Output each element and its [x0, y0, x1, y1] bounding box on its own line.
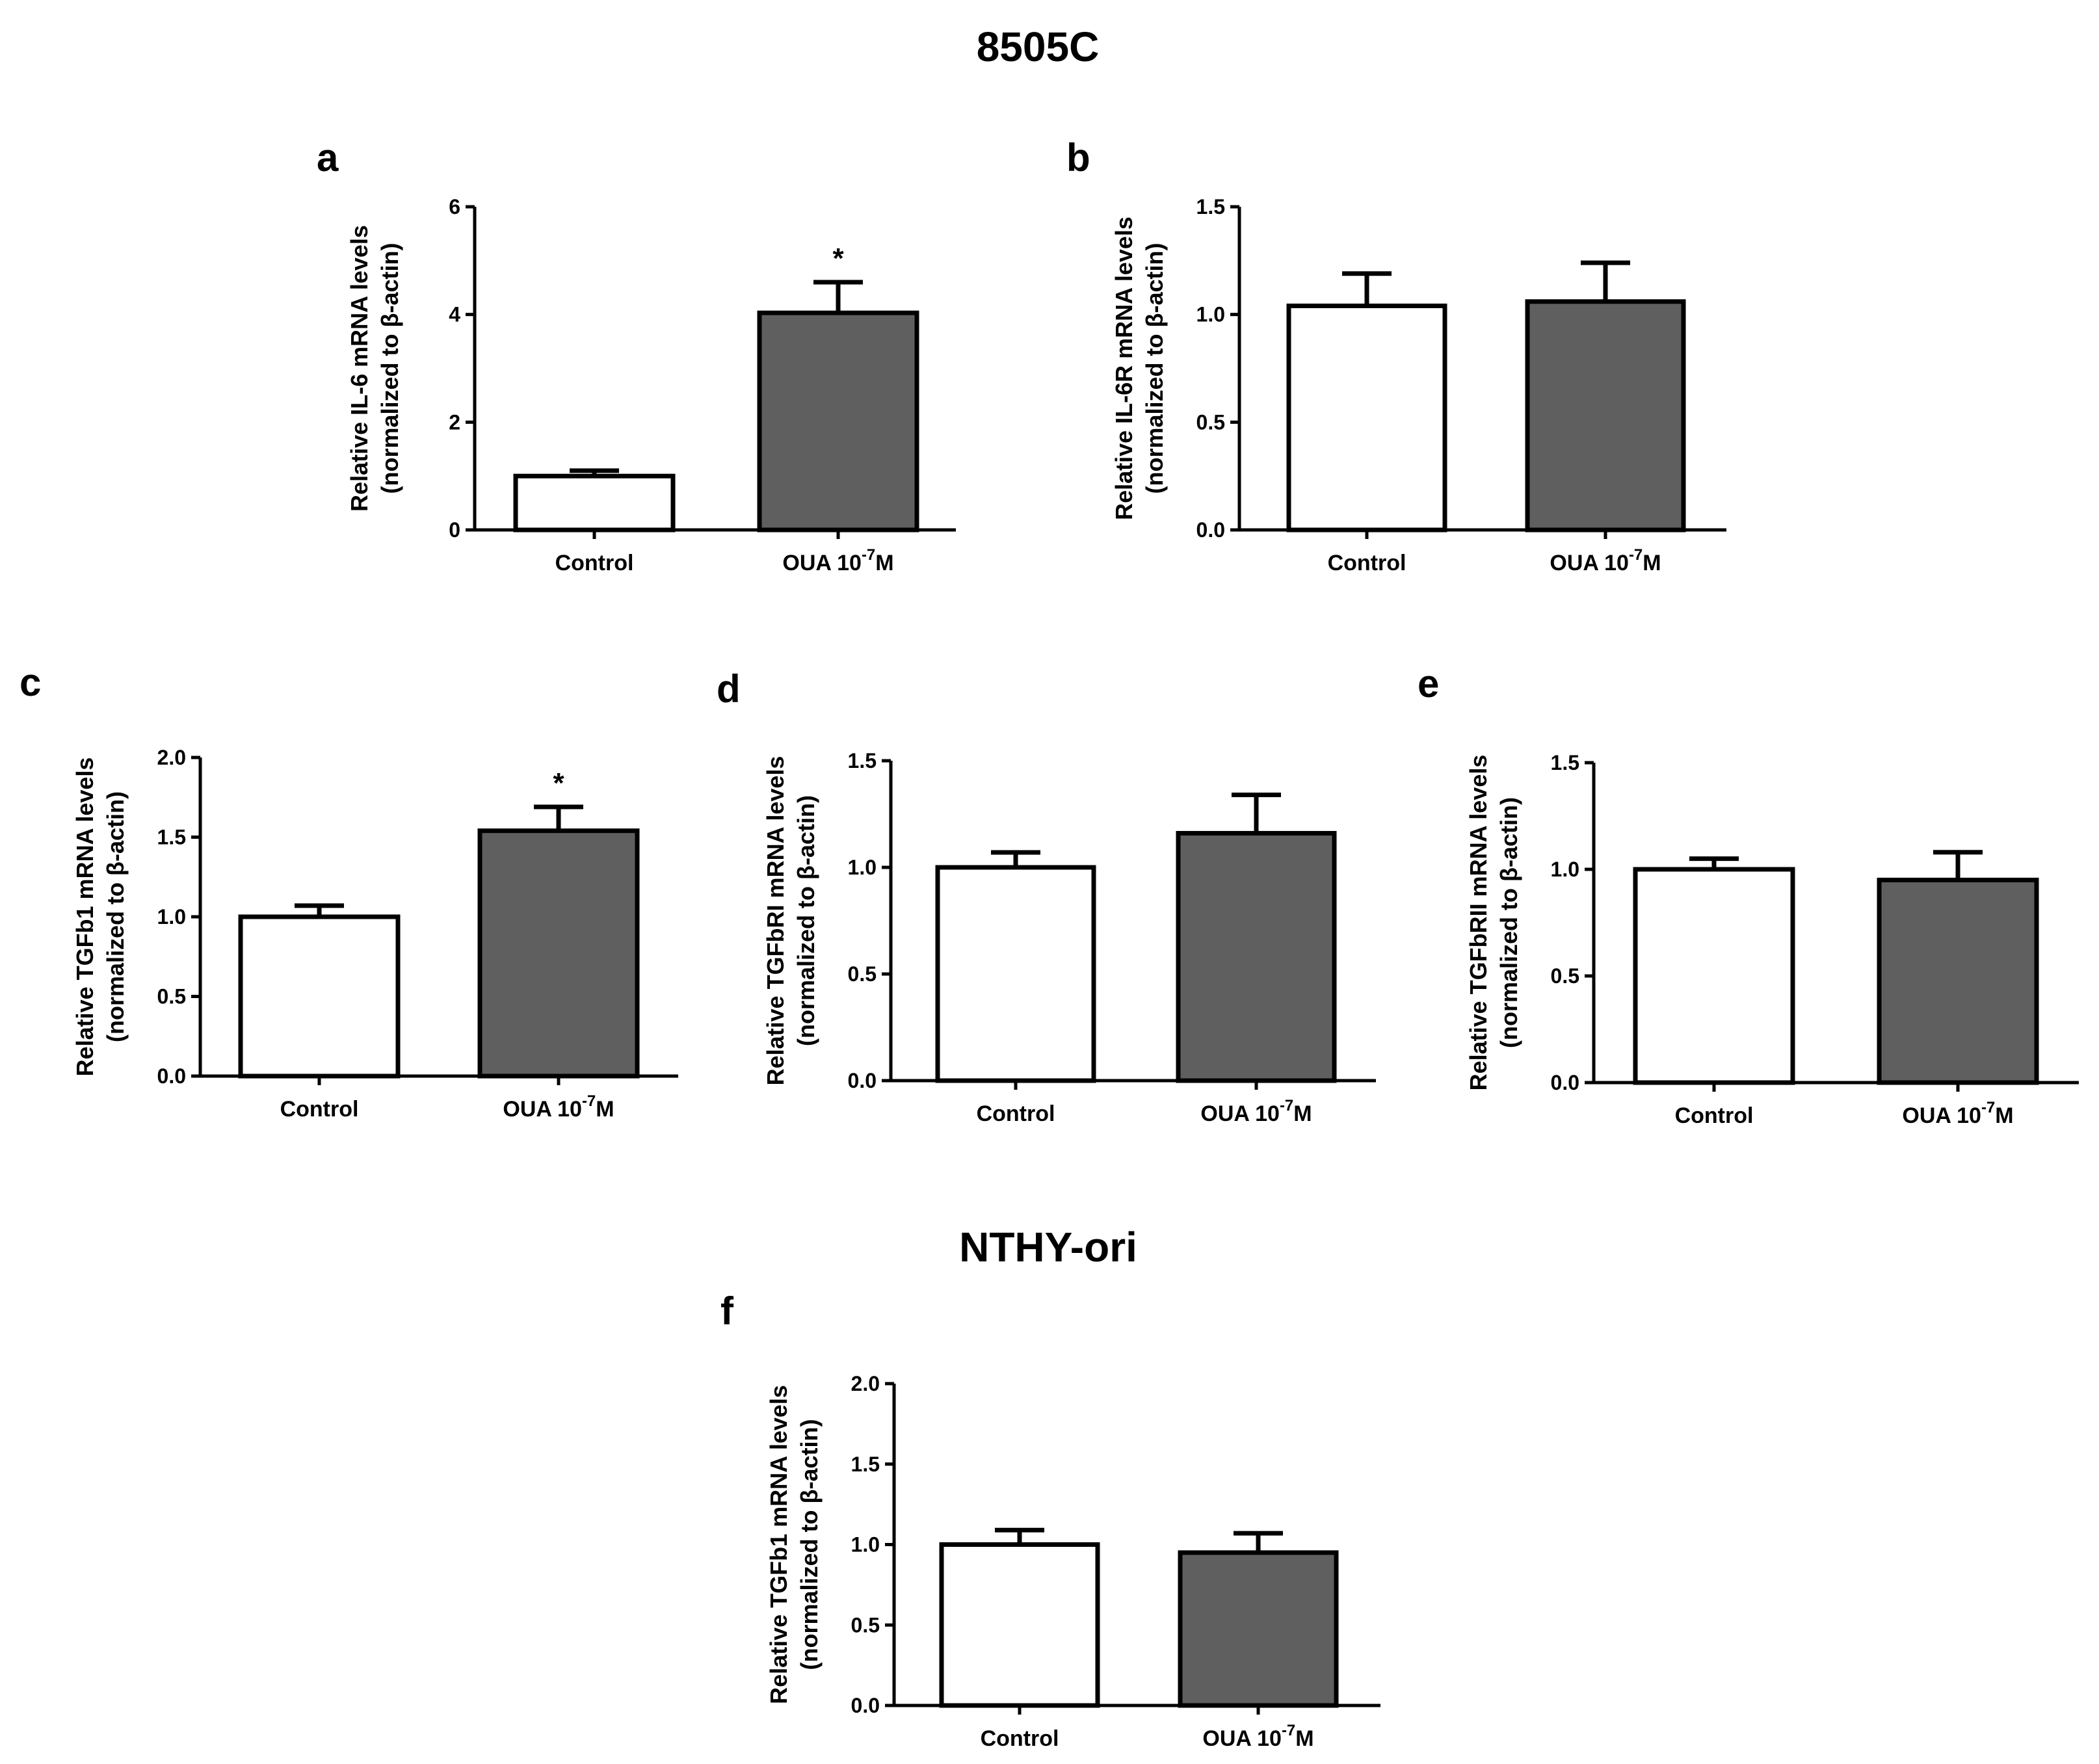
y-tick-label: 2 [449, 410, 460, 434]
x-tick-label-unit: M [1643, 551, 1661, 575]
x-tick-label-exponent: -7 [1629, 546, 1643, 564]
y-tick-label: 0.5 [851, 1613, 880, 1637]
y-axis-label-sub: (normalized to β-actin) [796, 1419, 823, 1670]
y-axis-label: Relative IL-6 mRNA levels [346, 225, 373, 512]
x-tick-label: OUA 10-7M [1202, 1722, 1314, 1751]
x-tick-label: OUA 10-7M [1550, 546, 1661, 575]
x-tick-label: OUA 10-7M [1200, 1097, 1312, 1126]
x-tick-label-unit: M [1295, 1726, 1314, 1751]
x-tick-label: Control [977, 1101, 1055, 1126]
x-tick-label: OUA 10-7M [503, 1092, 614, 1122]
panel-letter: b [1066, 136, 1090, 179]
y-tick-label: 1.5 [851, 1453, 880, 1476]
bar [513, 473, 676, 533]
y-tick-label: 1.5 [1551, 751, 1579, 774]
y-axis-label-sub: (normalized to β-actin) [1141, 243, 1168, 494]
x-tick-label-exponent: -7 [862, 546, 875, 564]
y-tick-label: 1.5 [848, 749, 877, 772]
chart-panel-d: d 0.0 0.5 1.0 1.5 Control OUA 10-7M Relative TG… [717, 667, 1376, 1126]
y-axis-label-sub: (normalized to β-actin) [793, 795, 819, 1046]
panel-letter: c [20, 661, 41, 704]
bar [935, 865, 1096, 1083]
x-tick-label: Control [555, 551, 634, 575]
y-tick-label: 0 [449, 518, 460, 542]
x-tick-label: OUA 10-7M [1902, 1099, 2013, 1128]
y-tick-label: 4 [449, 303, 460, 326]
y-tick-label: 1.5 [1196, 195, 1225, 218]
panel-letter: e [1418, 662, 1439, 705]
y-tick-label: 0.0 [848, 1069, 877, 1092]
y-axis-label-sub: (normalized to β-actin) [376, 243, 403, 494]
y-tick-label: 1.5 [157, 826, 186, 849]
chart-panel-b: b 0.0 0.5 1.0 1.5 Control OUA 10-7M Relative IL… [1066, 136, 1726, 575]
bar [1877, 877, 2039, 1085]
x-tick-label-exponent: -7 [582, 1092, 596, 1110]
x-tick-label-unit: M [596, 1097, 614, 1122]
x-tick-label: Control [1328, 551, 1406, 575]
bar [757, 310, 919, 533]
bar [238, 914, 401, 1079]
x-tick-label: Control [280, 1097, 359, 1122]
x-tick-label-main: OUA 10 [782, 551, 862, 575]
y-tick-label: 1.0 [157, 905, 186, 928]
chart-panel-c: c 0.0 0.5 1.0 1.5 2.0 Control * OUA 10-7M Relativ… [20, 661, 678, 1122]
bar [1525, 299, 1686, 533]
y-tick-label: 0.0 [851, 1694, 880, 1717]
chart-panel-f: f 0.0 0.5 1.0 1.5 2.0 Control OUA 10-7M Relative… [720, 1289, 1380, 1751]
x-tick-label-main: OUA 10 [1202, 1726, 1282, 1751]
bar [1178, 1550, 1339, 1708]
x-tick-label-unit: M [875, 551, 893, 575]
x-tick-label-unit: M [1293, 1101, 1312, 1126]
x-tick-label-unit: M [1995, 1103, 2013, 1128]
x-tick-label-exponent: -7 [1981, 1099, 1995, 1116]
y-axis-label: Relative TGFbRI mRNA levels [762, 756, 789, 1086]
y-tick-label: 0.0 [1196, 518, 1225, 542]
x-tick-label: OUA 10-7M [782, 546, 893, 575]
bar [477, 828, 640, 1079]
bar [1176, 831, 1337, 1083]
y-tick-label: 0.5 [848, 962, 877, 986]
x-tick-label-main: OUA 10 [1902, 1103, 1981, 1128]
panel-letter: a [317, 136, 339, 179]
significance-star: * [832, 243, 844, 274]
y-tick-label: 0.0 [1551, 1071, 1579, 1094]
bar [939, 1542, 1100, 1708]
y-tick-label: 6 [449, 195, 460, 218]
y-tick-label: 1.0 [1551, 858, 1579, 881]
panel-letter: d [717, 667, 741, 711]
significance-star: * [553, 767, 564, 799]
y-tick-label: 1.0 [848, 856, 877, 879]
y-axis-label: Relative TGFbRII mRNA levels [1465, 755, 1492, 1091]
x-tick-label: Control [1675, 1103, 1754, 1128]
chart-panel-e: e 0.0 0.5 1.0 1.5 Control OUA 10-7M Relative TG… [1418, 662, 2079, 1128]
x-tick-label: Control [981, 1726, 1059, 1751]
y-tick-label: 1.0 [1196, 303, 1225, 326]
y-tick-label: 0.5 [1551, 964, 1579, 988]
y-tick-label: 0.0 [157, 1064, 186, 1088]
x-tick-label-exponent: -7 [1282, 1722, 1295, 1739]
x-tick-label-exponent: -7 [1280, 1097, 1293, 1114]
bar [1633, 867, 1795, 1085]
y-tick-label: 0.5 [157, 985, 186, 1008]
panel-letter: f [720, 1289, 734, 1333]
y-axis-label: Relative TGFb1 mRNA levels [765, 1385, 792, 1704]
x-tick-label-main: OUA 10 [503, 1097, 582, 1122]
y-tick-label: 2.0 [851, 1372, 880, 1395]
chart-panel-a: a 0 2 4 6 Control * OUA 10-7M Relative IL-6 mRNA… [317, 136, 956, 575]
y-axis-label-sub: (normalized to β-actin) [102, 791, 129, 1042]
bar [1286, 303, 1447, 533]
y-axis-label-sub: (normalized to β-actin) [1496, 797, 1522, 1048]
y-tick-label: 1.0 [851, 1533, 880, 1557]
section-title-nthy-ori: NTHY-ori [959, 1224, 1137, 1270]
y-tick-label: 2.0 [157, 746, 186, 769]
y-tick-label: 0.5 [1196, 410, 1225, 434]
x-tick-label-main: OUA 10 [1550, 551, 1629, 575]
x-tick-label-main: OUA 10 [1200, 1101, 1280, 1126]
section-title-8505c: 8505C [977, 23, 1100, 70]
y-axis-label: Relative TGFb1 mRNA levels [72, 757, 98, 1077]
y-axis-label: Relative IL-6R mRNA levels [1111, 217, 1137, 520]
